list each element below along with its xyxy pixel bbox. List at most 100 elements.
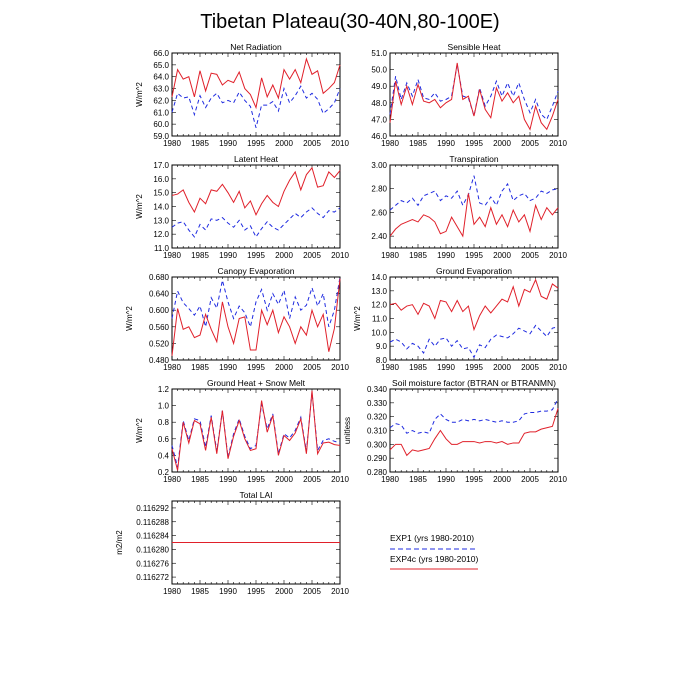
y-tick-label: 0.560 (149, 323, 170, 332)
plot-frame (389, 388, 559, 473)
panel-soil-moisture-factor-btran-or-btranmn: Soil moisture factor (BTRAN or BTRANMN) 1… (343, 378, 567, 484)
x-tick-label: 2000 (493, 139, 511, 148)
x-tick-label: 2010 (549, 139, 567, 148)
y-tick-label: 0.330 (367, 399, 388, 408)
panel-title: Soil moisture factor (BTRAN or BTRANMN) (392, 378, 556, 388)
y-tick-label: 0.116288 (136, 518, 169, 527)
legend: EXP1 (yrs 1980-2010) EXP4c (yrs 1980-201… (390, 533, 479, 570)
y-tick-label: 60.0 (153, 120, 169, 129)
x-tick-label: 1985 (191, 139, 209, 148)
y-tick-label: 46.0 (371, 132, 387, 141)
panel-title: Latent Heat (234, 154, 279, 164)
x-tick-label: 2000 (275, 587, 293, 596)
x-tick-label: 2000 (493, 363, 511, 372)
figure-title: Tibetan Plateau(30-40N,80-100E) (200, 11, 499, 33)
series-line-exp4c (389, 193, 559, 238)
x-tick-label: 1990 (219, 251, 237, 260)
x-tick-label: 2010 (331, 139, 349, 148)
y-tick-label: 0.280 (367, 468, 388, 477)
panel-sensible-heat: Sensible Heat 1980 1985 1990 1995 2000 2005 201… (371, 42, 567, 148)
x-tick-label: 1980 (381, 251, 399, 260)
y-tick-label: 59.0 (153, 132, 169, 141)
y-axis-label: W/m^2 (353, 306, 362, 331)
y-tick-label: 0.6 (158, 435, 170, 444)
series-line-exp1 (389, 175, 559, 211)
series-line-exp4c (171, 278, 341, 356)
x-tick-label: 1990 (219, 363, 237, 372)
x-tick-label: 1980 (163, 475, 181, 484)
x-tick-label: 2010 (549, 251, 567, 260)
panel-canopy-evaporation: Canopy Evaporation 1980 1985 1990 1995 2000 20… (125, 266, 349, 372)
x-tick-label: 1990 (437, 139, 455, 148)
series-line-exp4c (171, 57, 341, 110)
y-tick-label: 65.0 (153, 61, 169, 70)
legend-label-exp1: EXP1 (yrs 1980-2010) (390, 533, 474, 543)
y-axis-label: W/m^2 (135, 82, 144, 107)
x-tick-label: 1995 (465, 251, 483, 260)
x-tick-label: 1985 (191, 475, 209, 484)
y-tick-label: 0.290 (367, 454, 388, 463)
y-tick-label: 0.116272 (136, 573, 169, 582)
y-tick-label: 0.116292 (136, 504, 169, 513)
y-tick-label: 10.0 (371, 328, 387, 337)
y-tick-label: 0.310 (367, 427, 388, 436)
y-tick-label: 3.00 (371, 161, 387, 170)
series-line-exp1 (171, 392, 341, 468)
panel-net-radiation: Net Radiation 1980 1985 1990 1995 2000 2005 201… (135, 42, 349, 148)
y-tick-label: 0.480 (149, 356, 170, 365)
x-tick-label: 2005 (303, 139, 321, 148)
y-axis-label: unitless (343, 417, 352, 444)
y-axis-label: m2/m2 (115, 530, 124, 555)
x-tick-label: 1995 (247, 475, 265, 484)
y-tick-label: 2.80 (371, 185, 387, 194)
panel-title: Ground Evaporation (436, 266, 512, 276)
y-tick-label: 15.0 (153, 189, 169, 198)
series-line-exp4c (389, 278, 559, 332)
y-tick-label: 48.0 (371, 99, 387, 108)
y-tick-label: 0.116284 (136, 532, 169, 541)
x-tick-label: 1990 (437, 363, 455, 372)
x-tick-label: 2010 (331, 363, 349, 372)
y-tick-label: 51.0 (371, 49, 387, 58)
x-tick-label: 2005 (521, 251, 539, 260)
x-tick-label: 1990 (219, 475, 237, 484)
y-tick-label: 13.0 (371, 287, 387, 296)
y-tick-label: 12.0 (371, 301, 387, 310)
x-tick-label: 2010 (549, 475, 567, 484)
y-tick-label: 64.0 (153, 73, 169, 82)
x-tick-label: 2000 (275, 475, 293, 484)
x-tick-label: 1995 (247, 363, 265, 372)
y-tick-label: 0.116280 (136, 545, 169, 554)
plot-frame (389, 276, 559, 361)
y-tick-label: 12.0 (153, 230, 169, 239)
x-tick-label: 1985 (409, 251, 427, 260)
panel-title: Transpiration (449, 154, 499, 164)
y-tick-label: 49.0 (371, 82, 387, 91)
x-tick-label: 2000 (493, 475, 511, 484)
y-tick-label: 61.0 (153, 108, 169, 117)
y-tick-label: 13.0 (153, 216, 169, 225)
y-tick-label: 0.4 (158, 451, 170, 460)
series-line-exp1 (171, 276, 341, 329)
y-tick-label: 47.0 (371, 115, 387, 124)
x-tick-label: 1985 (409, 475, 427, 484)
x-tick-label: 1990 (219, 587, 237, 596)
y-axis-label: W/m^2 (125, 306, 134, 331)
x-tick-label: 1985 (191, 363, 209, 372)
y-tick-label: 14.0 (371, 273, 387, 282)
x-tick-label: 1980 (163, 139, 181, 148)
x-tick-label: 2005 (303, 475, 321, 484)
series-line-exp1 (389, 398, 559, 434)
x-tick-label: 2010 (331, 251, 349, 260)
panel-title: Ground Heat + Snow Melt (207, 378, 306, 388)
y-tick-label: 11.0 (154, 244, 170, 253)
x-tick-label: 1995 (465, 475, 483, 484)
y-tick-label: 1.2 (158, 385, 170, 394)
x-tick-label: 2005 (303, 363, 321, 372)
y-tick-label: 0.8 (158, 418, 170, 427)
x-tick-label: 2005 (303, 587, 321, 596)
y-tick-label: 2.60 (371, 208, 387, 217)
panel-ground-evaporation: Ground Evaporation 1980 1985 1990 1995 2000 20… (353, 266, 567, 372)
y-tick-label: 62.0 (153, 96, 169, 105)
